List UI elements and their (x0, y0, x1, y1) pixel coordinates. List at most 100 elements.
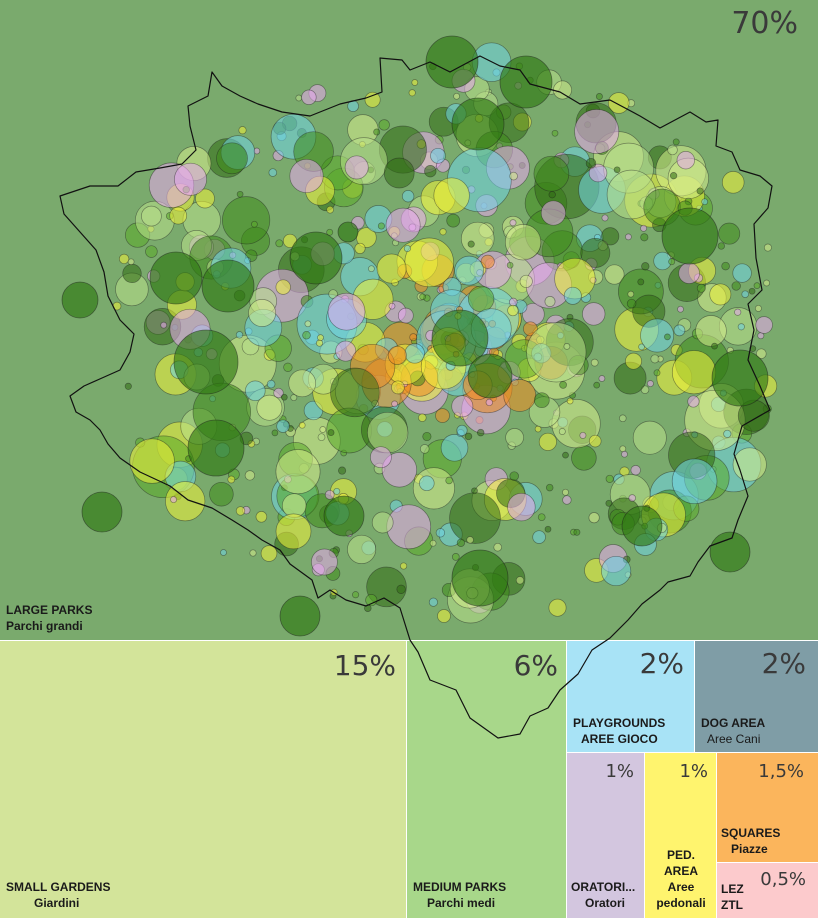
map-bubble (378, 119, 390, 131)
map-bubble (562, 488, 569, 496)
map-bubble (588, 512, 600, 524)
map-bubble (601, 214, 609, 222)
label-playgrounds-en: PLAYGROUNDS (573, 716, 666, 730)
map-bubble (195, 188, 215, 209)
map-bubble (328, 289, 338, 299)
label-small-gardens-it: Giardini (34, 896, 80, 910)
map-bubble-large (709, 531, 751, 573)
map-bubble (544, 525, 552, 533)
map-bubble (464, 432, 473, 441)
map-bubble (244, 470, 256, 481)
map-bubble (283, 362, 293, 372)
map-bubble (677, 305, 684, 313)
label-oratori: ORATORI... Oratori (571, 879, 635, 911)
map-bubble (504, 224, 542, 261)
map-bubble (440, 434, 469, 462)
map-bubble (301, 89, 317, 105)
map-bubble (721, 261, 730, 271)
map-bubble (619, 414, 627, 423)
map-bubble (545, 483, 554, 492)
pct-squares: 1,5% (758, 761, 804, 782)
map-bubble (275, 279, 291, 295)
map-bubble-large (323, 495, 365, 537)
map-bubble (562, 451, 569, 459)
label-dog-area-it: Aree Cani (707, 732, 761, 746)
map-bubble (590, 358, 599, 367)
map-bubble-large (187, 419, 245, 477)
map-bubble (509, 171, 518, 181)
map-bubble (317, 334, 324, 341)
map-bubble (437, 609, 451, 623)
map-bubble (388, 302, 396, 310)
map-bubble (721, 171, 745, 194)
map-bubble (563, 286, 582, 305)
map-bubble (625, 352, 642, 370)
map-bubble (640, 233, 649, 242)
map-bubble-large (451, 97, 505, 151)
map-bubble (411, 79, 419, 86)
map-bubble (449, 492, 501, 544)
map-bubble (574, 109, 620, 154)
label-large-parks: LARGE PARKS Parchi grandi (6, 602, 92, 634)
map-bubble (371, 511, 394, 534)
map-bubble (409, 333, 418, 342)
map-bubble (404, 343, 425, 364)
map-bubble (428, 597, 438, 607)
map-bubble (628, 494, 636, 502)
map-bubble-large (201, 259, 255, 313)
map-bubble (632, 420, 667, 455)
map-bubble (601, 227, 620, 246)
map-bubble (476, 428, 485, 437)
map-bubble-large (425, 35, 479, 89)
map-bubble (540, 200, 566, 226)
map-bubble (593, 381, 601, 389)
map-bubble (209, 481, 234, 507)
map-bubble (424, 165, 437, 178)
map-bubble (419, 475, 435, 492)
map-bubble (317, 433, 326, 442)
map-bubble (640, 224, 648, 232)
label-playgrounds: PLAYGROUNDS AREE GIOCO (573, 715, 665, 747)
map-bubble (515, 576, 525, 585)
map-bubble (598, 375, 606, 382)
map-bubble (236, 190, 244, 198)
label-medium-parks: MEDIUM PARKS Parchi medi (413, 879, 506, 911)
map-bubble (755, 316, 773, 334)
pct-oratori: 1% (605, 761, 634, 782)
map-bubble (327, 429, 335, 437)
map-bubble (256, 394, 283, 421)
map-bubble (523, 321, 538, 337)
map-bubble (368, 265, 375, 273)
map-bubble (385, 207, 421, 243)
map-bubble (446, 213, 461, 228)
map-bubble (701, 198, 709, 206)
map-bubble (275, 239, 284, 248)
map-bubble (711, 342, 718, 350)
map-bubble (456, 424, 468, 436)
map-bubble (573, 528, 581, 536)
map-bubble (696, 187, 704, 195)
map-bubble (338, 466, 347, 475)
map-bubble (667, 144, 678, 156)
label-squares-it: Piazze (731, 842, 768, 856)
map-bubble (381, 452, 418, 488)
map-bubble (376, 253, 407, 284)
tile-ped-area: 1% PED. AREA Aree pedonali (645, 753, 716, 918)
map-bubble (532, 530, 546, 544)
map-bubble (585, 157, 597, 169)
map-bubble (366, 566, 407, 608)
map-bubble-large (499, 55, 553, 109)
map-bubble (566, 397, 574, 405)
map-bubble (304, 320, 312, 328)
map-bubble (579, 431, 587, 439)
label-dog-area-en: DOG AREA (701, 716, 766, 730)
map-bubble (605, 499, 613, 507)
map-bubble (553, 80, 572, 100)
map-bubble (613, 166, 621, 174)
map-bubble-large (467, 353, 513, 399)
label-playgrounds-it: AREE GIOCO (581, 732, 658, 746)
map-bubble (538, 432, 557, 451)
map-bubble-large (711, 349, 769, 407)
